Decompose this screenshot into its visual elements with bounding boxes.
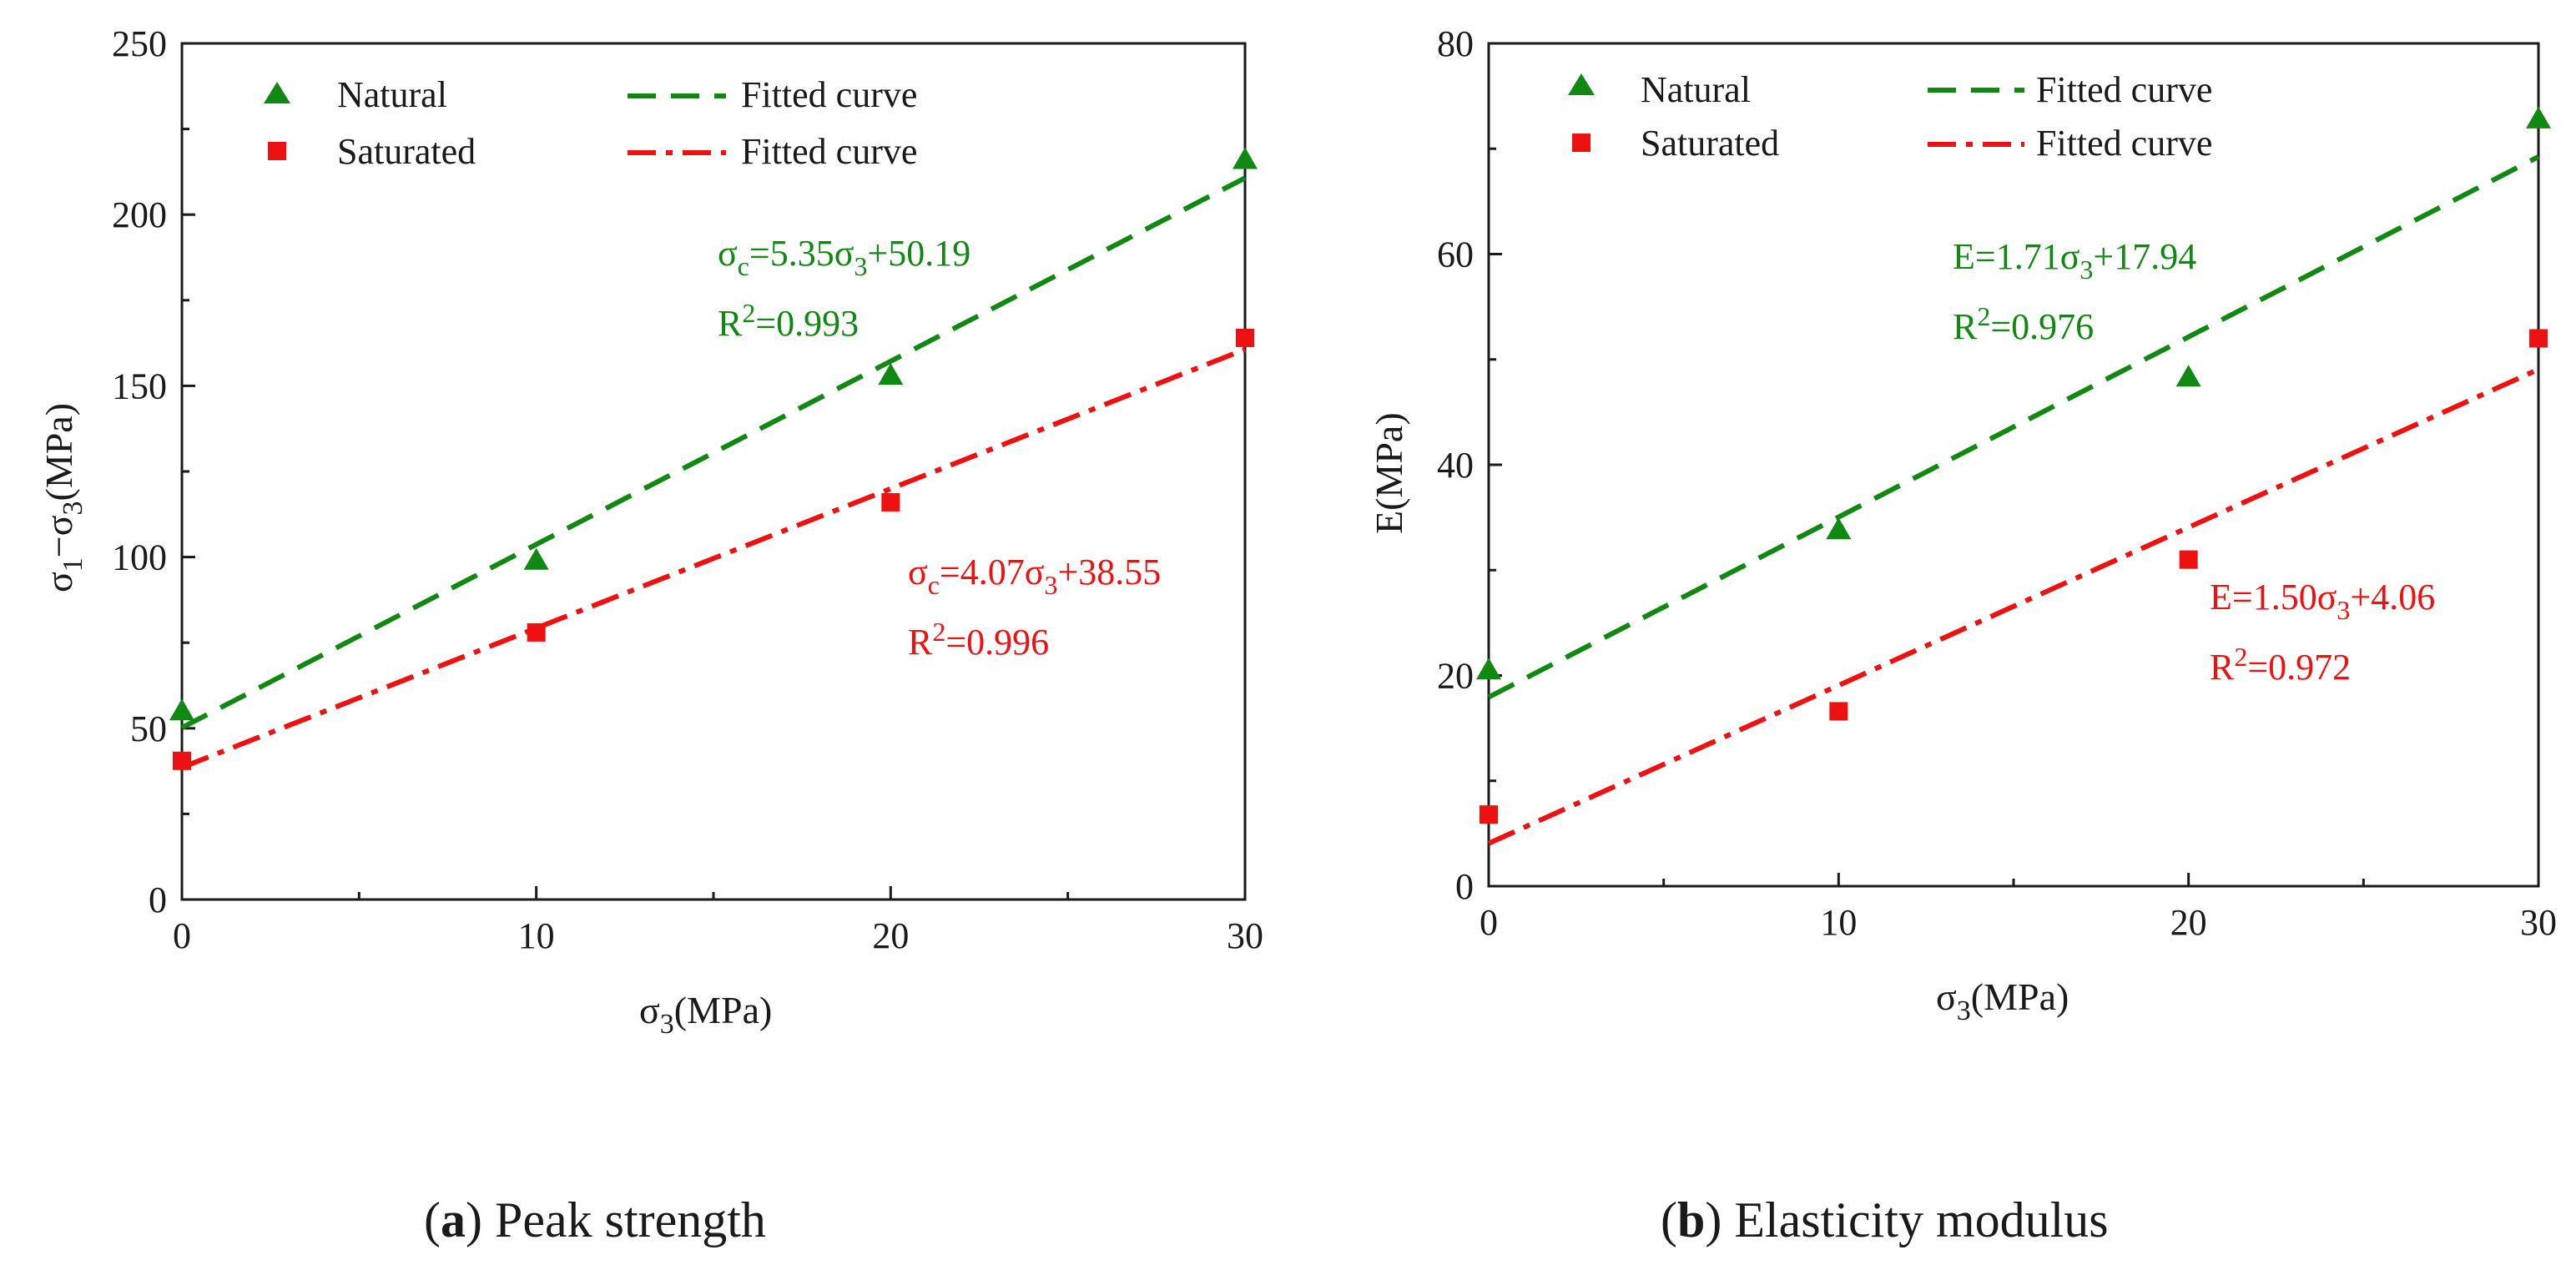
point-saturated xyxy=(2179,550,2198,569)
equation-saturated-b: E=1.50σ3+4.06 xyxy=(2210,577,2435,625)
point-natural xyxy=(1476,658,1501,680)
fit-line-saturated-b xyxy=(1487,366,2540,846)
legend-marker-natural-b xyxy=(1568,73,1595,95)
fit-line-saturated-a xyxy=(180,346,1247,770)
y-tick-labels-b: 0 20 40 60 80 xyxy=(1437,23,1474,907)
panel-a: 0 50 100 150 200 250 0 10 20 30 Natural Saturate… xyxy=(38,23,1263,1247)
legend-marker-saturated-b xyxy=(1572,134,1590,152)
point-saturated xyxy=(527,622,546,642)
legend-label-saturated-a: Saturated xyxy=(337,131,476,172)
point-saturated xyxy=(1829,702,1848,721)
x-tick-label: 20 xyxy=(2170,902,2207,943)
r-squared-saturated-a: R2=0.996 xyxy=(908,617,1049,663)
fitted-lines-b xyxy=(1487,154,2540,846)
point-saturated xyxy=(1236,328,1254,347)
y-tick-label: 200 xyxy=(112,194,167,235)
point-natural xyxy=(2526,106,2551,129)
x-axis-title-a: σ3(MPa) xyxy=(639,989,772,1040)
axis-ticks-b xyxy=(1487,42,2540,888)
equation-saturated-a-full: σc=4.07σ3+38.55 xyxy=(908,552,1161,600)
r-squared-natural-a: R2=0.993 xyxy=(718,298,859,344)
point-saturated xyxy=(173,751,191,770)
y-tick-label: 0 xyxy=(1455,866,1474,907)
point-natural xyxy=(1233,147,1258,169)
legend-label-fit-natural-b: Fitted curve xyxy=(2036,69,2212,110)
legend-label-natural-a: Natural xyxy=(337,74,447,115)
x-tick-label: 0 xyxy=(1480,902,1498,943)
fitted-lines-a xyxy=(180,175,1247,770)
y-tick-label: 250 xyxy=(112,23,167,64)
point-natural xyxy=(2175,365,2201,387)
point-natural xyxy=(878,363,904,386)
y-axis-title-b: E(MPa) xyxy=(1368,412,1410,534)
legend-label-natural-b: Natural xyxy=(1641,69,1751,110)
y-tick-label: 0 xyxy=(149,879,167,920)
data-points-a xyxy=(169,147,1258,770)
x-tick-label: 20 xyxy=(872,915,909,956)
y-tick-label: 80 xyxy=(1437,23,1474,64)
point-natural xyxy=(523,547,549,570)
y-axis-title-a: σ1−σ3(MPa) xyxy=(38,403,88,592)
x-tick-labels-a: 0 10 20 30 xyxy=(173,915,1263,956)
r-squared-saturated-b: R2=0.972 xyxy=(2210,642,2351,688)
x-tick-label: 10 xyxy=(1820,902,1857,943)
y-tick-label: 60 xyxy=(1437,234,1474,275)
caption-b: (b) Elasticity modulus xyxy=(1661,1192,2109,1247)
y-tick-labels-a: 0 50 100 150 200 250 xyxy=(112,23,167,920)
legend-label-fit-saturated-a: Fitted curve xyxy=(741,131,917,172)
fit-line-natural-b xyxy=(1487,154,2540,700)
y-tick-label: 100 xyxy=(112,537,167,578)
equation-natural-b: E=1.71σ3+17.94 xyxy=(1953,236,2196,285)
y-tick-label: 150 xyxy=(112,365,167,406)
y-tick-label: 50 xyxy=(130,708,167,749)
x-tick-label: 30 xyxy=(1227,915,1263,956)
fit-line-natural-a xyxy=(180,175,1247,730)
r-squared-natural-b: R2=0.976 xyxy=(1953,301,2094,347)
x-tick-label: 0 xyxy=(173,915,191,956)
point-natural xyxy=(169,698,194,721)
x-axis-title-b: σ3(MPa) xyxy=(1936,975,2069,1026)
axis-ticks-a xyxy=(180,42,1247,901)
equation-natural-a: σc=5.35σ3+50.19 xyxy=(718,233,970,281)
y-tick-label: 40 xyxy=(1437,445,1474,486)
legend-b: Natural Saturated Fitted curve Fitted cu… xyxy=(1568,69,2212,164)
legend-marker-saturated-a xyxy=(268,142,286,160)
plot-frame-b xyxy=(1487,42,2540,888)
data-points-b xyxy=(1476,106,2551,824)
x-tick-label: 30 xyxy=(2520,902,2557,943)
legend-label-saturated-b: Saturated xyxy=(1641,123,1779,164)
legend-label-fit-saturated-b: Fitted curve xyxy=(2036,123,2212,164)
legend-a: Natural Saturated Fitted curve Fitted cu… xyxy=(264,74,917,172)
point-saturated xyxy=(881,492,900,512)
x-tick-labels-b: 0 10 20 30 xyxy=(1480,902,2557,943)
point-natural xyxy=(1826,517,1852,540)
y-tick-label: 20 xyxy=(1437,656,1474,697)
caption-a: (a) Peak strength xyxy=(424,1192,766,1247)
legend-label-fit-natural-a: Fitted curve xyxy=(741,74,917,115)
x-tick-label: 10 xyxy=(518,915,555,956)
point-saturated xyxy=(2529,329,2548,348)
point-saturated xyxy=(1480,805,1498,824)
legend-marker-natural-a xyxy=(264,82,290,103)
panel-b: 0 20 40 60 80 0 10 20 30 Natural Saturated Fitt… xyxy=(1368,23,2557,1247)
